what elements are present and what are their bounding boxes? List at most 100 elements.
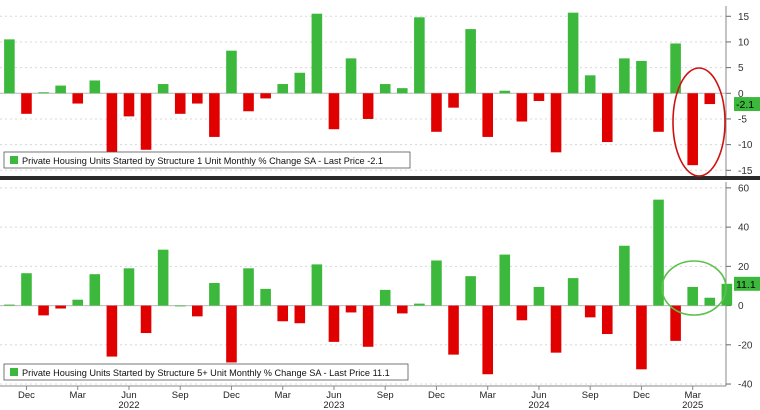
last-price-tag — [734, 276, 760, 291]
bar — [448, 93, 459, 108]
bar — [192, 93, 203, 104]
legend: Private Housing Units Started by Structu… — [3, 151, 411, 169]
x-month-label: Jun — [326, 390, 341, 401]
bar — [123, 93, 135, 117]
bar — [226, 305, 237, 363]
bar — [328, 305, 340, 342]
bar — [345, 58, 357, 94]
bar — [294, 72, 306, 94]
x-year-label: 2023 — [323, 400, 344, 410]
legend-swatch — [10, 368, 18, 376]
bar — [601, 305, 613, 335]
bar — [21, 93, 32, 114]
bar — [670, 305, 681, 341]
bar — [448, 305, 459, 355]
bar — [516, 93, 528, 122]
x-month-label: Mar — [685, 390, 701, 401]
x-month-label: Dec — [428, 390, 445, 401]
bar — [601, 93, 613, 143]
bar — [687, 286, 698, 306]
bar — [140, 305, 152, 334]
x-month-label: Dec — [223, 390, 240, 401]
annotations — [661, 67, 727, 316]
x-month-label: Jun — [121, 390, 136, 401]
bar — [260, 288, 271, 306]
legend: Private Housing Units Started by Structu… — [3, 363, 409, 381]
bar — [106, 93, 118, 161]
bar — [89, 80, 101, 94]
bar — [174, 93, 186, 114]
y-tick-label: 0 — [738, 89, 744, 100]
x-axis: Dec Mar Jun Sep Dec Mar Jun Sep Dec Mar Jun Sep Dec M… — [0, 385, 726, 410]
bar — [379, 289, 391, 306]
bar — [38, 305, 49, 316]
bar — [670, 43, 681, 94]
bar — [431, 93, 442, 132]
x-month-label: Mar — [275, 390, 291, 401]
x-month-label: Sep — [377, 390, 394, 401]
highlight-ellipse-bottom — [661, 260, 727, 316]
bar — [4, 39, 15, 94]
y-tick-label: 15 — [738, 12, 750, 23]
highlight-ellipse-top — [672, 67, 726, 177]
bar — [328, 93, 340, 130]
x-month-label: Mar — [480, 390, 496, 401]
bar — [243, 268, 254, 306]
x-month-label: Sep — [582, 390, 599, 401]
bar — [72, 299, 84, 306]
bar — [636, 305, 647, 370]
bar — [499, 254, 511, 306]
bar — [653, 199, 664, 306]
bar — [482, 93, 493, 137]
bar — [123, 268, 135, 306]
bar — [550, 305, 562, 353]
y-tick-label: 20 — [738, 262, 750, 273]
bar — [465, 276, 476, 306]
legend-swatch — [10, 156, 18, 164]
y-tick-label: -20 — [738, 340, 753, 351]
bar — [499, 90, 511, 94]
last-price-label: 11.1 — [736, 279, 756, 291]
bar — [106, 305, 118, 357]
bar — [260, 93, 271, 99]
bar — [414, 17, 425, 94]
bar — [38, 92, 49, 94]
y-tick-label: -40 — [738, 380, 753, 391]
bar — [4, 304, 15, 306]
legend-label: Private Housing Units Started by Structu… — [22, 156, 383, 166]
y-tick-label: 60 — [738, 183, 750, 194]
bar — [89, 274, 101, 306]
y-tick-label: 40 — [738, 223, 750, 234]
bar — [311, 13, 323, 94]
y-tick-label: 0 — [738, 301, 744, 312]
x-month-label: Jun — [531, 390, 546, 401]
bar — [379, 84, 391, 94]
bar — [294, 305, 306, 324]
bar — [653, 93, 664, 132]
bar — [243, 93, 254, 112]
bar — [55, 305, 66, 309]
legend-label: Private Housing Units Started by Structu… — [22, 368, 390, 378]
bar — [465, 29, 476, 94]
bar — [140, 93, 152, 150]
bar — [636, 60, 647, 94]
bar — [584, 75, 596, 94]
bar — [72, 93, 84, 104]
bar — [533, 286, 545, 306]
bar — [209, 93, 220, 137]
bar — [687, 93, 698, 166]
bar — [704, 297, 716, 306]
y-tick-label: -5 — [738, 114, 747, 125]
bar — [277, 305, 289, 322]
bar — [174, 305, 186, 307]
bar — [311, 264, 323, 306]
bar — [396, 305, 408, 314]
bar — [226, 50, 237, 94]
last-price-label: -2.1 — [736, 99, 754, 111]
x-month-label: Sep — [172, 390, 189, 401]
bar — [704, 93, 716, 105]
bar — [414, 303, 425, 306]
bar — [157, 84, 169, 94]
bar — [482, 305, 493, 375]
